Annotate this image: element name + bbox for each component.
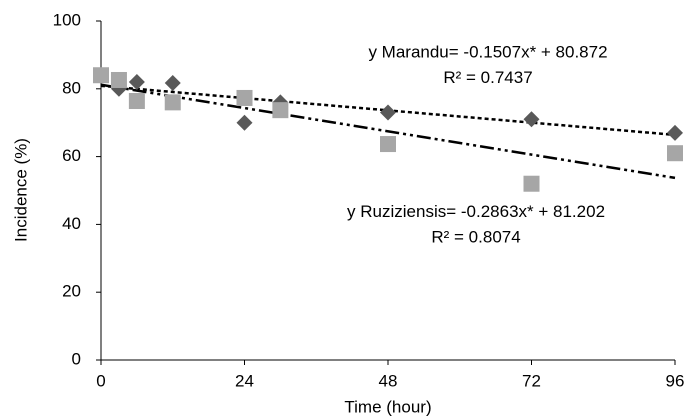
diamond-point — [523, 111, 540, 128]
y-tick-label: 0 — [72, 349, 81, 368]
annotation: y Marandu= -0.1507x* + 80.872 — [368, 43, 607, 62]
annotation: R² = 0.7437 — [443, 68, 532, 87]
square-point — [236, 89, 253, 106]
square-point — [272, 102, 289, 119]
x-tick-label: 72 — [522, 371, 541, 390]
square-point — [110, 71, 127, 88]
y-tick-label: 40 — [62, 214, 81, 233]
x-tick-label: 24 — [235, 371, 254, 390]
y-tick-label: 80 — [62, 78, 81, 97]
square-point — [164, 94, 181, 111]
x-tick-label: 0 — [96, 371, 105, 390]
diamond-point — [164, 75, 181, 92]
x-axis-label: Time (hour) — [344, 397, 431, 416]
square-point — [523, 175, 540, 192]
y-axis-label: Incidence (%) — [11, 138, 30, 242]
x-tick-label: 96 — [666, 371, 685, 390]
y-tick-label: 20 — [62, 282, 81, 301]
x-tick-label: 48 — [379, 371, 398, 390]
square-point — [667, 145, 683, 162]
square-point — [93, 67, 109, 84]
square-point — [128, 93, 145, 110]
square-point — [380, 136, 396, 153]
annotation: R² = 0.8074 — [431, 227, 520, 246]
diamond-point — [236, 114, 253, 131]
diamond-point — [380, 104, 396, 121]
y-tick-label: 60 — [62, 146, 81, 165]
y-tick-label: 100 — [53, 10, 81, 29]
diamond-point — [667, 124, 683, 141]
annotation: y Ruziziensis= -0.2863x* + 81.202 — [347, 202, 605, 221]
trendline — [100, 83, 676, 180]
diamond-point — [128, 74, 145, 91]
